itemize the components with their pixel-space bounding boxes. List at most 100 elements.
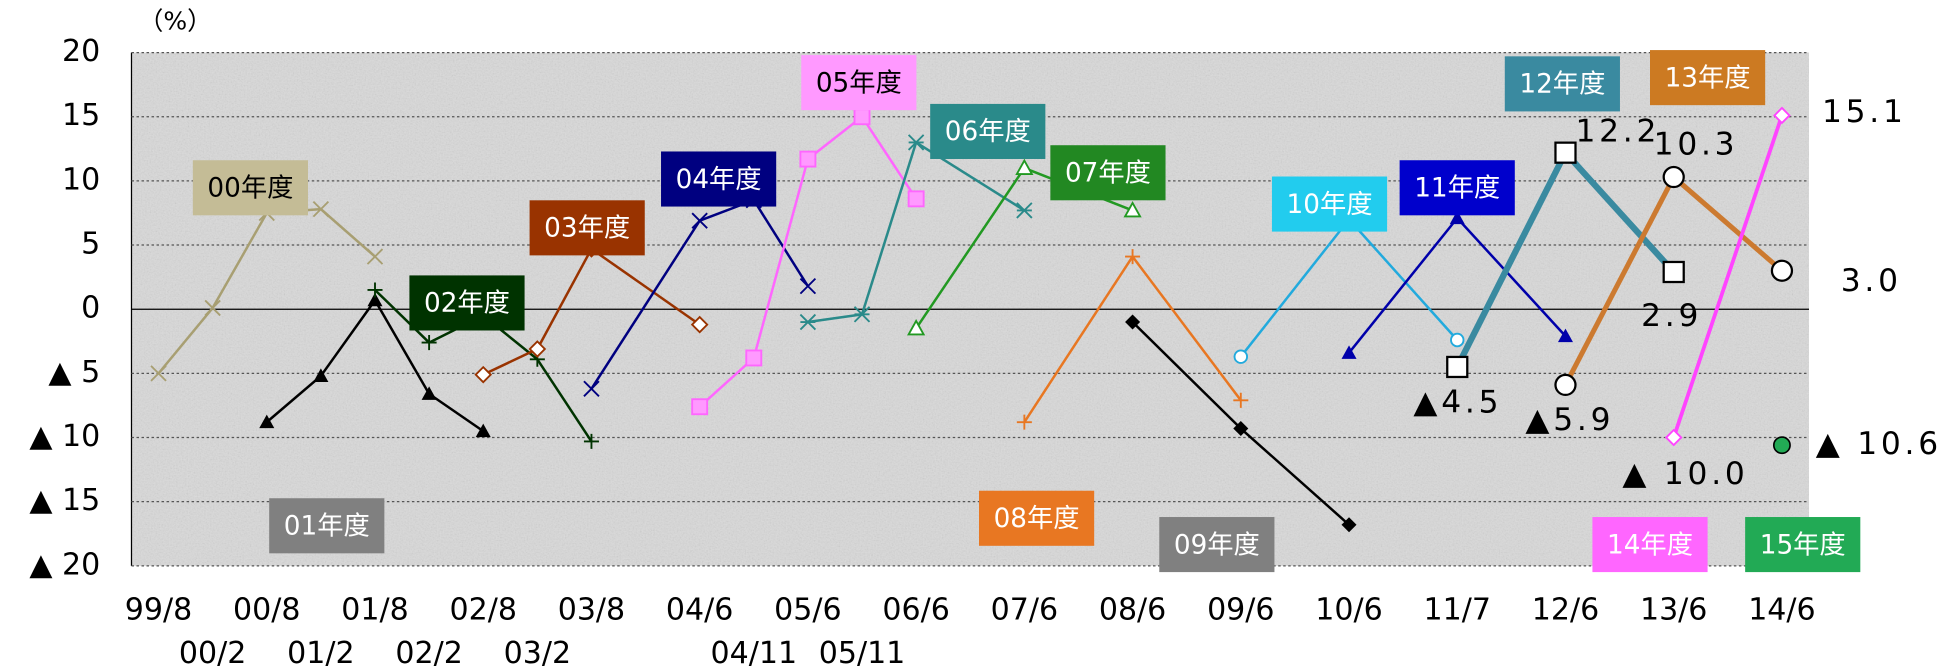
marker [1557, 328, 1573, 343]
series-label: 01年度 [284, 512, 370, 542]
line-segment [1348, 218, 1459, 341]
marker [1773, 106, 1791, 125]
value-label: 2.9 [1641, 298, 1702, 334]
x-tick-label: 13/6 [1640, 592, 1707, 627]
series-label: 03年度 [544, 214, 630, 244]
marker [1015, 158, 1034, 176]
x-tick-label: 08/6 [1099, 592, 1166, 627]
line-segment [536, 358, 593, 443]
series-label: 15年度 [1760, 530, 1846, 560]
series-label: 14年度 [1607, 530, 1693, 560]
series-label-box [930, 103, 1046, 159]
line-segment [590, 219, 701, 390]
y-tick-label: ▲ 10 [29, 419, 100, 454]
series-label: 10年度 [1287, 190, 1373, 220]
line-segment [373, 299, 431, 395]
marker [366, 248, 384, 265]
marker [1554, 141, 1577, 164]
x-tick-label: 03/2 [504, 636, 571, 671]
marker [1233, 392, 1249, 408]
line-segment [374, 289, 430, 344]
y-tick-label: 20 [62, 34, 100, 69]
x-tick-label: 10/6 [1315, 592, 1382, 627]
marker [1123, 200, 1142, 218]
line-segment [860, 116, 918, 200]
y-tick-label: ▲ 15 [29, 483, 100, 518]
x-tick-label: 05/11 [819, 636, 906, 671]
marker [1554, 373, 1577, 397]
marker [799, 150, 817, 168]
marker [421, 386, 437, 400]
marker [1770, 259, 1794, 282]
marker [1341, 345, 1357, 359]
series-label: 07年度 [1065, 159, 1151, 189]
line-segment [1131, 255, 1242, 402]
value-label: ▲ 10.6 [1816, 426, 1942, 462]
line-segment [1456, 217, 1567, 338]
line-segment [1023, 255, 1134, 423]
series-label-box [1159, 517, 1275, 573]
y-tick-label: 5 [81, 227, 100, 262]
marker [1662, 260, 1685, 284]
marker [1662, 165, 1685, 189]
series-label-box [269, 498, 385, 554]
series-label: 08年度 [994, 504, 1080, 534]
y-tick-label: 15 [62, 98, 100, 133]
y-axis-label: （%） [138, 7, 212, 36]
marker [583, 433, 599, 449]
marker [1233, 349, 1249, 364]
marker [907, 134, 925, 151]
marker [367, 292, 383, 307]
marker [313, 368, 329, 382]
line-segment [428, 392, 484, 433]
line-segment [590, 247, 701, 326]
series-label-box [192, 160, 309, 216]
line-segment [320, 208, 376, 258]
line-segment [807, 115, 863, 161]
series-label-box [1399, 160, 1515, 216]
line-segment [319, 299, 377, 377]
x-tick-label: 04/11 [711, 636, 798, 671]
marker [312, 200, 330, 218]
value-label: ▲ 10.0 [1622, 456, 1748, 492]
marker [1664, 428, 1683, 447]
line-segment [1672, 175, 1784, 273]
x-tick-label: 00/8 [233, 592, 300, 627]
line-segment [1454, 151, 1569, 369]
line-segment [265, 374, 322, 424]
series-label-box [1271, 176, 1388, 232]
marker [474, 365, 493, 384]
line-segment [1563, 175, 1676, 387]
series-label-box [979, 490, 1095, 546]
marker [1450, 332, 1465, 348]
series-label: 04年度 [676, 165, 762, 195]
line-segment [211, 212, 268, 309]
value-label: ▲5.9 [1525, 402, 1614, 438]
x-tick-label: 06/6 [882, 592, 949, 627]
series-label-box [1050, 145, 1166, 201]
marker [259, 414, 275, 429]
series-label-box [409, 275, 525, 331]
value-label: ▲4.5 [1413, 384, 1502, 420]
series-label: 02年度 [424, 289, 510, 319]
marker [907, 319, 926, 336]
x-tick-label: 01/2 [287, 636, 354, 671]
x-tick-label: 03/8 [558, 592, 625, 627]
y-tick-label: 0 [81, 291, 100, 326]
x-tick-label: 04/6 [666, 592, 733, 627]
series-label: 09年度 [1174, 530, 1260, 560]
marker [150, 365, 167, 382]
line-segment [536, 248, 593, 350]
line-segment [1239, 218, 1351, 358]
series-label: 13年度 [1665, 63, 1751, 93]
series-label: 11年度 [1414, 174, 1500, 204]
marker [691, 212, 708, 229]
x-tick-label: 02/8 [449, 592, 516, 627]
marker [1449, 210, 1465, 225]
y-tick-label: ▲ 20 [29, 547, 100, 582]
series-label-box [1650, 50, 1766, 106]
value-label: 3.0 [1841, 263, 1902, 299]
line-segment [915, 167, 1026, 330]
series-label: 00年度 [207, 174, 293, 204]
